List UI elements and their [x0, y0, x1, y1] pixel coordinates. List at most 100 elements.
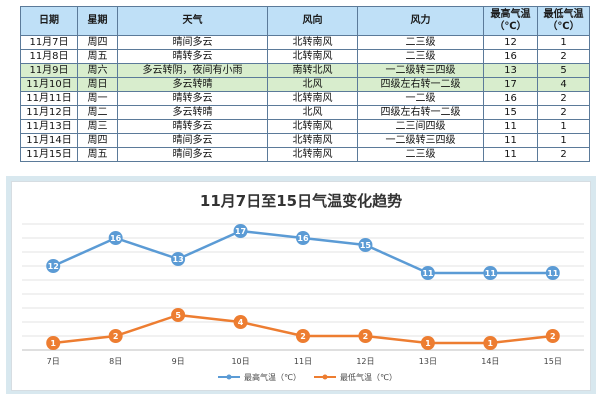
header-wind-direction: 风向 — [267, 6, 358, 36]
data-point — [171, 252, 186, 266]
cell-weekday: 周五 — [77, 49, 118, 64]
cell-date: 11月15日 — [20, 147, 78, 162]
table-row: 11月14日 周四 晴间多云 北转南风 一二级转三四级 11 1 — [20, 133, 590, 148]
cell-wind-force: 二三级 — [357, 49, 484, 64]
cell-weekday: 周日 — [77, 77, 118, 92]
cell-weekday: 周一 — [77, 91, 118, 106]
cell-high-temp: 11 — [483, 147, 538, 162]
data-point — [46, 336, 61, 350]
data-label: 4 — [238, 318, 244, 327]
cell-wind-force: 一二级 — [357, 91, 484, 106]
cell-wind-direction: 北风 — [267, 105, 358, 120]
legend-label: 最低气温（℃） — [340, 372, 397, 382]
cell-wind-direction: 北转南风 — [267, 147, 358, 162]
data-label: 15 — [360, 241, 372, 250]
data-label: 17 — [235, 227, 246, 236]
cell-low-temp: 1 — [537, 133, 590, 148]
header-date: 日期 — [20, 6, 78, 36]
data-point — [545, 329, 560, 343]
cell-weather: 晴转多云 — [117, 91, 268, 106]
data-point — [420, 336, 435, 350]
data-point — [296, 231, 310, 245]
cell-low-temp: 2 — [537, 105, 590, 120]
cell-wind-force: 二三间四级 — [357, 119, 484, 134]
weather-forecast-table: 日期 星期 天气 风向 风力 最高气温 （℃） 最低气温 （℃） 11月7日 周四… — [20, 6, 590, 162]
table-row: 11月13日 周三 晴转多云 北转南风 二三间四级 11 1 — [20, 119, 590, 134]
x-tick-label: 14日 — [481, 357, 499, 366]
cell-wind-force: 二三级 — [357, 147, 484, 162]
cell-wind-direction: 北转南风 — [267, 35, 358, 50]
x-tick-label: 13日 — [419, 357, 437, 366]
table-row: 11月8日 周五 晴转多云 北转南风 二三级 16 2 — [20, 49, 590, 64]
table-row: 11月11日 周一 晴转多云 北转南风 一二级 16 2 — [20, 91, 590, 106]
data-label: 1 — [425, 339, 431, 348]
cell-weather: 晴间多云 — [117, 133, 268, 148]
data-point — [233, 224, 248, 238]
data-point — [108, 231, 123, 245]
cell-high-temp: 16 — [483, 49, 538, 64]
cell-date: 11月11日 — [20, 91, 78, 106]
data-point — [545, 266, 560, 280]
cell-date: 11月10日 — [20, 77, 78, 92]
data-point — [233, 315, 248, 329]
table-row: 11月10日 周日 多云转晴 北风 四级左右转一二级 17 4 — [20, 77, 590, 92]
data-label: 16 — [297, 234, 309, 243]
data-point — [420, 266, 435, 280]
table-row: 11月12日 周二 多云转晴 北风 四级左右转一二级 15 2 — [20, 105, 590, 120]
chart-title: 11月7日至15日气温变化趋势 — [200, 192, 402, 210]
data-label: 2 — [113, 332, 119, 341]
cell-high-temp: 11 — [483, 133, 538, 148]
data-point — [358, 329, 373, 343]
cell-date: 11月9日 — [20, 63, 78, 78]
cell-date: 11月7日 — [20, 35, 78, 50]
cell-date: 11月8日 — [20, 49, 78, 64]
cell-low-temp: 4 — [537, 77, 590, 92]
x-tick-label: 9日 — [172, 357, 185, 366]
cell-high-temp: 12 — [483, 35, 538, 50]
cell-date: 11月13日 — [20, 119, 78, 134]
header-weather: 天气 — [117, 6, 268, 36]
chart-area: 11月7日至15日气温变化趋势 7日 8日 9日 10日 11日 12日 13日 14日 15日 1… — [11, 181, 591, 391]
cell-weather: 多云转晴 — [117, 105, 268, 120]
x-tick-label: 11日 — [294, 357, 312, 366]
table-row: 11月15日 周五 晴间多云 北转南风 二三级 11 2 — [20, 147, 590, 162]
header-low-temp: 最低气温 （℃） — [537, 6, 590, 36]
data-label: 11 — [547, 269, 559, 278]
cell-low-temp: 5 — [537, 63, 590, 78]
header-weekday: 星期 — [77, 6, 118, 36]
cell-low-temp: 2 — [537, 147, 590, 162]
chart-panel: 11月7日至15日气温变化趋势 7日 8日 9日 10日 11日 12日 13日 14日 15日 1… — [6, 176, 596, 394]
cell-wind-direction: 北转南风 — [267, 133, 358, 148]
cell-wind-direction: 北转南风 — [267, 49, 358, 64]
cell-wind-direction: 北风 — [267, 77, 358, 92]
table-header-row: 日期 星期 天气 风向 风力 最高气温 （℃） 最低气温 （℃） — [20, 6, 590, 36]
x-tick-label: 15日 — [544, 357, 562, 366]
x-tick-label: 10日 — [231, 357, 249, 366]
cell-weather: 晴转多云 — [117, 49, 268, 64]
data-point — [108, 329, 123, 343]
cell-low-temp: 2 — [537, 91, 590, 106]
data-label: 2 — [550, 332, 556, 341]
x-tick-label: 7日 — [47, 357, 60, 366]
table-row: 11月9日 周六 多云转阴，夜间有小雨 南转北风 一二级转三四级 13 5 — [20, 63, 590, 78]
cell-weather: 晴间多云 — [117, 147, 268, 162]
x-tick-label: 8日 — [109, 357, 122, 366]
cell-low-temp: 1 — [537, 35, 590, 50]
data-point — [46, 259, 61, 273]
data-point — [296, 329, 310, 343]
cell-high-temp: 16 — [483, 91, 538, 106]
cell-weather: 晴间多云 — [117, 35, 268, 50]
weather-forecast-table-wrap: 日期 星期 天气 风向 风力 最高气温 （℃） 最低气温 （℃） 11月7日 周四… — [20, 6, 590, 162]
data-label: 2 — [300, 332, 306, 341]
cell-high-temp: 15 — [483, 105, 538, 120]
header-wind-force: 风力 — [357, 6, 484, 36]
cell-date: 11月14日 — [20, 133, 78, 148]
cell-wind-direction: 北转南风 — [267, 119, 358, 134]
cell-date: 11月12日 — [20, 105, 78, 120]
data-point — [171, 308, 186, 322]
cell-weather: 晴转多云 — [117, 119, 268, 134]
cell-weekday: 周五 — [77, 147, 118, 162]
data-point — [358, 238, 373, 252]
legend-label: 最高气温（℃） — [244, 372, 301, 382]
data-point — [483, 266, 498, 280]
